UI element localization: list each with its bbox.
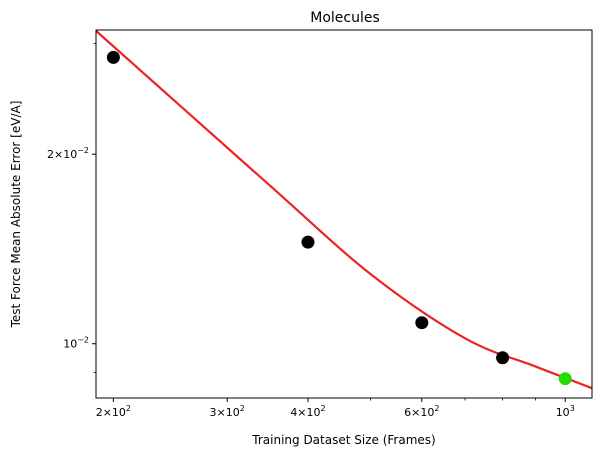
data-point: [106, 50, 120, 64]
y-tick-label: 2×10−2: [47, 146, 89, 161]
x-tick-label: 3×102: [210, 404, 245, 419]
fit-curve: [96, 30, 592, 390]
x-tick-label: 2×102: [96, 404, 131, 419]
plot-frame: [95, 29, 593, 399]
data-point: [558, 372, 572, 386]
data-point: [415, 316, 429, 330]
data-point: [301, 235, 315, 249]
x-tick-label: 103: [556, 404, 575, 419]
x-tick-label: 6×102: [404, 404, 439, 419]
x-tick-label: 4×102: [290, 404, 325, 419]
y-axis-label: Test Force Mean Absolute Error [eV/A]: [9, 101, 23, 329]
data-point: [496, 351, 510, 365]
x-axis-label: Training Dataset Size (Frames): [251, 433, 435, 447]
chart-title: Molecules: [310, 10, 380, 26]
y-tick-label: 10−2: [63, 336, 89, 351]
